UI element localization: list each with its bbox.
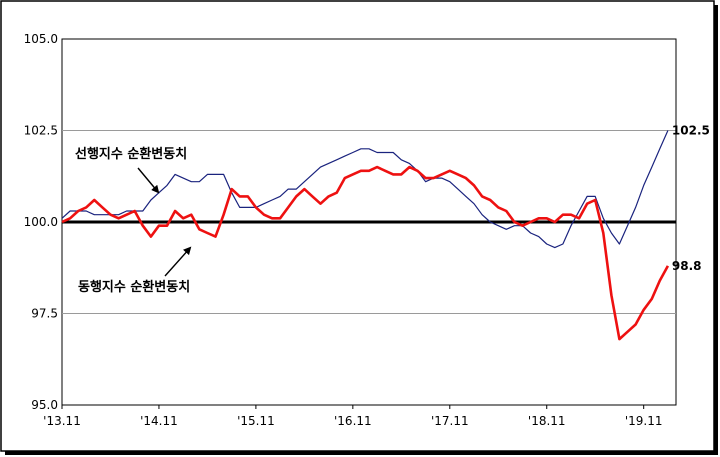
series-end-label: 98.8 bbox=[672, 259, 702, 273]
series-line-leading bbox=[61, 130, 669, 249]
x-axis: '13.11 '14.11 '15.11 '16.11 '17.11 '18.11 '19.… bbox=[43, 405, 663, 428]
x-tick-label: '14.11 bbox=[140, 414, 178, 428]
annotation-coincident: 동행지수 순환변동치 bbox=[78, 279, 190, 295]
y-axis: 105.0 102.5 100.0 97.5 95.0 bbox=[24, 32, 58, 412]
x-tick-label: '15.11 bbox=[237, 414, 275, 428]
y-tick-label: 95.0 bbox=[31, 398, 58, 412]
annotation-leading: 선행지수 순환변동치 bbox=[75, 146, 187, 162]
x-tick-label: '18.11 bbox=[528, 414, 566, 428]
x-tick-label: '13.11 bbox=[43, 414, 81, 428]
y-tick-label: 97.5 bbox=[31, 307, 58, 321]
y-tick-label: 100.0 bbox=[24, 215, 58, 229]
y-tick-label: 105.0 bbox=[24, 32, 58, 46]
y-tick-label: 102.5 bbox=[24, 124, 58, 138]
series-line-coincident bbox=[61, 165, 670, 341]
x-tick-label: '16.11 bbox=[334, 414, 372, 428]
x-tick-label: '17.11 bbox=[431, 414, 469, 428]
annotation-leading-arrow bbox=[137, 167, 160, 194]
series-end-label: 102.5 bbox=[672, 124, 710, 138]
x-tick-label: '19.11 bbox=[625, 414, 663, 428]
series-group: 102.5 98.8 bbox=[61, 124, 710, 341]
annotation-coincident-arrow bbox=[164, 246, 192, 277]
